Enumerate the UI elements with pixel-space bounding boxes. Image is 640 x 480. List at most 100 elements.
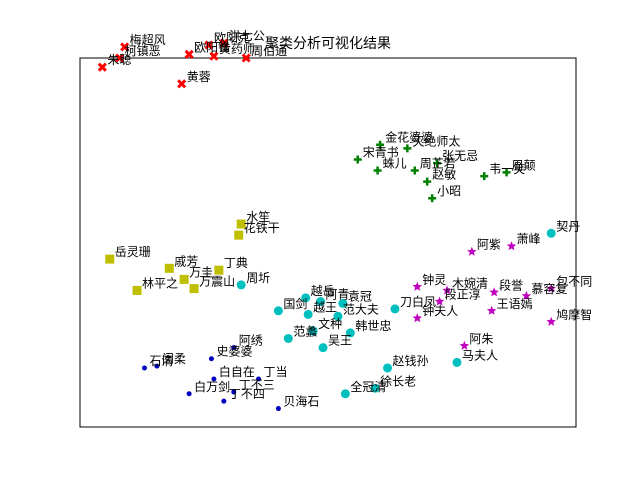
data-point <box>303 309 313 319</box>
point-label: 张无忌 <box>442 149 478 163</box>
point-label: 段誉 <box>499 277 523 292</box>
point-label: 袁冠 <box>348 289 372 303</box>
data-point <box>141 365 147 371</box>
data-point <box>275 406 281 412</box>
point-label: 柯镇恶 <box>125 44 161 58</box>
point-label: 徐长老 <box>380 373 416 388</box>
data-point <box>208 356 214 362</box>
point-label: 石清 <box>149 354 173 368</box>
point-label: 丁不四 <box>229 387 265 401</box>
data-point <box>345 328 355 338</box>
data-point <box>452 357 462 367</box>
point-label: 韦一笑 <box>489 161 525 176</box>
data-point <box>370 383 380 393</box>
data-point <box>410 166 419 175</box>
point-label: 丁不三 <box>239 378 275 392</box>
point-label: 欧阳锋 <box>194 40 230 54</box>
point-label: 阿青 <box>326 288 350 302</box>
point-label: 越岳 <box>311 284 335 298</box>
point-label: 丁典 <box>224 256 248 270</box>
point-label: 洪七公 <box>229 29 265 43</box>
point-label: 赵钱孙 <box>393 353 429 368</box>
data-point <box>502 168 511 177</box>
data-point <box>241 53 251 63</box>
point-label: 范蠡 <box>293 323 317 338</box>
point-label: 木婉清 <box>452 275 488 290</box>
data-point <box>273 306 283 316</box>
data-point <box>442 285 452 295</box>
data-point <box>480 172 489 181</box>
point-label: 周芷若 <box>420 157 456 171</box>
point-label: 林平之 <box>142 276 178 290</box>
data-point <box>231 389 237 395</box>
point-label: 韩世忠 <box>355 318 391 333</box>
data-point <box>184 49 194 59</box>
chart-marks <box>97 38 556 412</box>
data-point <box>340 389 350 399</box>
data-point <box>186 391 192 397</box>
point-label: 白自在 <box>219 364 255 379</box>
point-label: 欧阳克 <box>214 31 250 45</box>
data-point <box>318 343 328 353</box>
point-label: 包不同 <box>556 275 592 289</box>
point-label: 范大夫 <box>343 302 379 316</box>
data-point <box>164 263 174 273</box>
point-label: 花铁干 <box>244 220 280 235</box>
point-label: 蛛儿 <box>383 156 407 171</box>
point-label: 越王 <box>313 300 337 314</box>
point-label: 闵柔 <box>162 351 186 366</box>
data-point <box>390 304 400 314</box>
data-point <box>373 166 382 175</box>
point-label: 马夫人 <box>462 348 498 362</box>
data-point <box>428 194 437 203</box>
data-point <box>231 345 237 351</box>
point-label: 刀白凤 <box>400 294 436 309</box>
point-label: 鸠摩智 <box>556 307 592 322</box>
data-point <box>423 177 432 186</box>
data-point <box>506 241 517 251</box>
point-label: 周伯通 <box>251 43 287 58</box>
point-label: 慕容复 <box>531 281 567 296</box>
point-label: 史婆婆 <box>216 345 252 359</box>
point-label: 阿紫 <box>477 238 501 252</box>
data-point <box>434 296 445 306</box>
data-point <box>219 38 229 48</box>
data-point <box>209 51 219 61</box>
data-point <box>338 298 348 308</box>
data-point <box>211 376 217 382</box>
point-label: 全冠清 <box>350 379 386 394</box>
data-point <box>154 363 160 369</box>
data-point <box>489 287 499 297</box>
data-point <box>376 140 385 149</box>
data-point <box>353 155 362 164</box>
point-label: 王语嫣 <box>497 297 533 311</box>
data-point <box>204 40 214 50</box>
point-label: 赵敏 <box>432 167 456 182</box>
point-label: 黄药师 <box>219 42 255 56</box>
point-label: 钟灵 <box>422 272 446 287</box>
point-label: 白万剑 <box>194 379 230 394</box>
data-point <box>97 62 107 72</box>
data-point <box>546 228 556 238</box>
point-label: 吴王 <box>328 334 352 348</box>
data-point <box>177 79 187 89</box>
point-label: 贝海石 <box>283 394 319 409</box>
data-point <box>105 254 115 264</box>
point-label: 万圭 <box>189 265 213 279</box>
data-point <box>467 246 477 256</box>
point-label: 灭绝师太 <box>412 133 460 148</box>
data-point <box>115 53 125 63</box>
data-point <box>236 219 246 229</box>
data-point <box>214 265 224 275</box>
point-label: 契丹 <box>556 219 580 233</box>
point-label: 戚芳 <box>174 254 198 268</box>
data-point <box>120 42 130 52</box>
point-label: 小昭 <box>437 184 461 198</box>
data-point <box>521 291 532 301</box>
data-point <box>179 274 189 284</box>
data-point <box>234 230 244 240</box>
plot-area <box>79 57 577 428</box>
point-label: 万震山 <box>199 275 235 289</box>
data-point <box>316 297 326 307</box>
